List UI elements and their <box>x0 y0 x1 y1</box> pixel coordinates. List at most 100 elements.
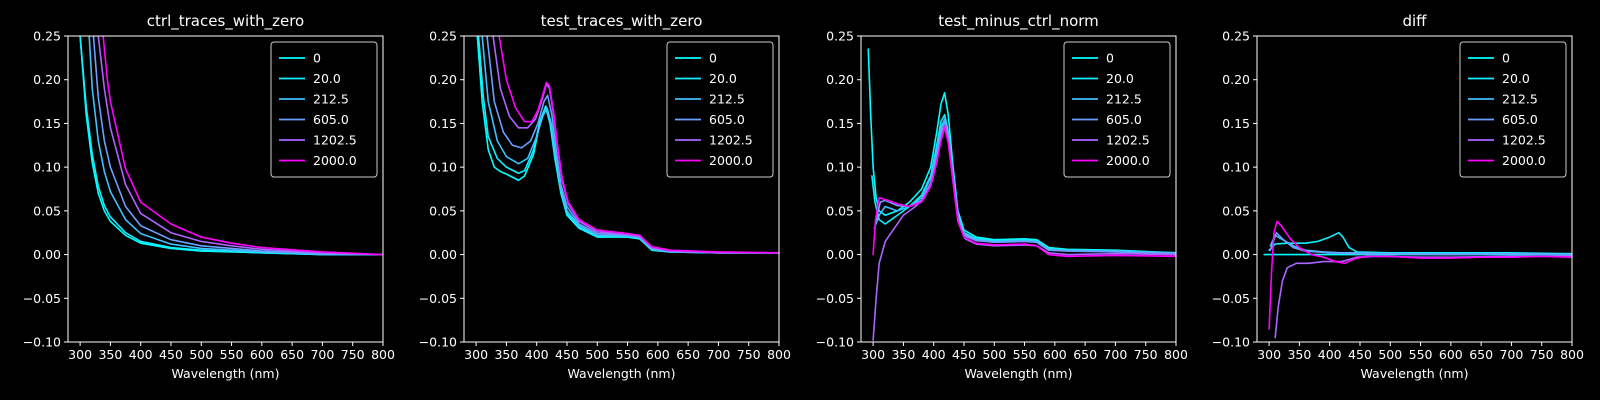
x-tick-label: 650 <box>1469 347 1493 362</box>
legend-label: 2000.0 <box>1106 153 1150 168</box>
axes-frame <box>860 35 1177 343</box>
x-tick-label: 600 <box>1043 347 1067 362</box>
x-tick-label: 600 <box>1439 347 1463 362</box>
chart-title: diff <box>1402 12 1427 30</box>
series-line-605.0 <box>92 36 383 256</box>
chart-title: test_minus_ctrl_norm <box>938 12 1099 31</box>
series-line-1202.5 <box>97 36 383 256</box>
legend-box <box>270 41 378 178</box>
series-line-2000.0 <box>1268 220 1572 330</box>
y-tick-label: 0.25 <box>429 29 457 44</box>
axes-frame <box>463 35 780 343</box>
series-line-2000.0 <box>102 36 383 256</box>
legend: 0 20.0 212.5 605.0 1202.5 2000.0 <box>1063 41 1171 178</box>
y-tick-label: 0.05 <box>33 203 61 218</box>
x-tick-label: 800 <box>1560 347 1584 362</box>
legend-label: 1202.5 <box>709 133 753 148</box>
x-tick-label: 300 <box>464 347 488 362</box>
y-tick-label: −0.05 <box>419 291 457 306</box>
x-tick-label: 550 <box>1409 347 1433 362</box>
legend-box <box>666 41 774 178</box>
x-tick-label: 750 <box>1530 347 1554 362</box>
x-tick-label: 350 <box>494 347 518 362</box>
y-tick-label: 0.10 <box>1222 160 1250 175</box>
x-tick-label: 700 <box>1499 347 1523 362</box>
x-tick-label: 450 <box>1348 347 1372 362</box>
series-line-1202.5 <box>1274 255 1572 339</box>
legend-label: 212.5 <box>313 92 349 107</box>
y-tick-label: 0.00 <box>1222 247 1250 262</box>
x-tick-label: 350 <box>891 347 915 362</box>
y-tick-label: 0.20 <box>429 72 457 87</box>
x-tick-label: 600 <box>646 347 670 362</box>
x-tick-label: 800 <box>1164 347 1188 362</box>
series-line-605.0 <box>1269 231 1572 256</box>
x-tick-label: 450 <box>159 347 183 362</box>
x-tick-label: 450 <box>952 347 976 362</box>
x-tick-label: 300 <box>861 347 885 362</box>
y-tick-label: 0.25 <box>1222 29 1250 44</box>
x-tick-label: 700 <box>706 347 730 362</box>
y-tick-label: −0.05 <box>23 291 61 306</box>
axes-frame <box>1256 35 1573 343</box>
y-tick-label: 0.05 <box>1222 203 1250 218</box>
x-tick-label: 700 <box>310 347 334 362</box>
x-tick-label: 700 <box>1103 347 1127 362</box>
x-tick-label: 550 <box>220 347 244 362</box>
chart-title: ctrl_traces_with_zero <box>147 12 304 31</box>
y-tick-label: 0.10 <box>429 160 457 175</box>
x-tick-label: 650 <box>280 347 304 362</box>
x-axis-label: Wavelength (nm) <box>568 366 676 381</box>
series-group <box>79 36 383 256</box>
legend-label: 2000.0 <box>1502 153 1546 168</box>
legend-label: 212.5 <box>1502 92 1538 107</box>
legend-label: 605.0 <box>709 112 745 127</box>
y-tick-label: 0.25 <box>33 29 61 44</box>
series-line-2000.0 <box>498 36 779 254</box>
legend-label: 2000.0 <box>709 153 753 168</box>
legend: 0 20.0 212.5 605.0 1202.5 2000.0 <box>270 41 378 178</box>
legend-label: 20.0 <box>1106 71 1134 86</box>
x-axis-label: Wavelength (nm) <box>1361 366 1469 381</box>
x-tick-label: 750 <box>1134 347 1158 362</box>
legend-label: 20.0 <box>1502 71 1530 86</box>
y-tick-label: 0.05 <box>826 203 854 218</box>
y-tick-label: −0.10 <box>816 335 854 350</box>
y-tick-label: 0.15 <box>1222 116 1250 131</box>
legend-label: 20.0 <box>709 71 737 86</box>
series-group <box>867 48 1176 342</box>
legend-label: 0 <box>1106 51 1114 66</box>
legend-label: 605.0 <box>1106 112 1142 127</box>
x-tick-label: 500 <box>1378 347 1402 362</box>
legend-box <box>1063 41 1171 178</box>
y-tick-label: 0.20 <box>826 72 854 87</box>
chart-panel-1: ctrl_traces_with_zero 300 350 400 450 500 550 6… <box>23 12 395 381</box>
x-tick-label: 400 <box>525 347 549 362</box>
y-tick-label: 0.15 <box>33 116 61 131</box>
x-axis-label: Wavelength (nm) <box>172 366 280 381</box>
legend-label: 605.0 <box>313 112 349 127</box>
legend-label: 605.0 <box>1502 112 1538 127</box>
y-tick-label: −0.10 <box>419 335 457 350</box>
y-tick-label: 0.00 <box>429 247 457 262</box>
legend-label: 1202.5 <box>1106 133 1150 148</box>
y-tick-label: 0.00 <box>826 247 854 262</box>
x-tick-label: 400 <box>1318 347 1342 362</box>
y-tick-label: −0.10 <box>23 335 61 350</box>
legend-label: 212.5 <box>709 92 745 107</box>
y-tick-label: 0.10 <box>33 160 61 175</box>
legend-label: 0 <box>709 51 717 66</box>
series-line-2000.0 <box>872 127 1176 258</box>
y-tick-label: 0.15 <box>429 116 457 131</box>
x-tick-label: 400 <box>129 347 153 362</box>
x-tick-label: 650 <box>676 347 700 362</box>
x-tick-label: 450 <box>555 347 579 362</box>
chart-title: test_traces_with_zero <box>541 12 703 31</box>
x-tick-label: 650 <box>1073 347 1097 362</box>
chart-panel-4: diff 300 350 400 450 500 550 600 650 700 750 800 −0.… <box>1212 12 1584 381</box>
x-tick-label: 800 <box>767 347 791 362</box>
x-axis-label: Wavelength (nm) <box>965 366 1073 381</box>
x-tick-label: 750 <box>341 347 365 362</box>
y-tick-label: 0.15 <box>826 116 854 131</box>
